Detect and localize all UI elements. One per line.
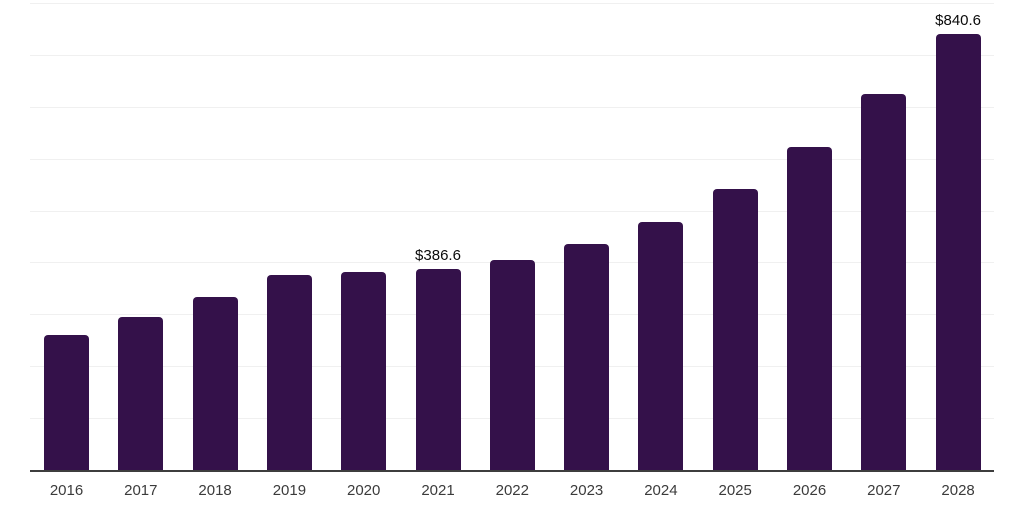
x-tick-label-2023: 2023 <box>569 482 604 499</box>
bar-2017 <box>118 317 164 470</box>
bar-2019 <box>266 274 312 470</box>
x-tick-label-2019: 2019 <box>272 482 307 499</box>
value-label-2028: $840.6 <box>935 11 982 29</box>
bar-2018 <box>192 296 238 470</box>
x-tick-label-2027: 2027 <box>867 482 901 499</box>
gridline <box>30 158 994 160</box>
gridline <box>30 106 994 108</box>
x-tick-label-2022: 2022 <box>495 482 529 499</box>
bar-2026 <box>787 147 832 470</box>
gridline <box>30 3 994 4</box>
bar-2025 <box>712 189 758 470</box>
x-tick-label-2028: 2028 <box>941 482 975 499</box>
value-label-2021: $386.6 <box>415 247 461 265</box>
x-axis-line <box>30 469 994 472</box>
bar-2027 <box>861 93 907 470</box>
bar-2022 <box>489 259 535 470</box>
bar-2028 <box>935 33 981 470</box>
x-tick-label-2018: 2018 <box>198 482 232 499</box>
bar-2016 <box>44 335 89 470</box>
x-tick-label-2016: 2016 <box>49 482 84 499</box>
x-tick-label-2026: 2026 <box>792 482 827 499</box>
x-tick-label-2017: 2017 <box>124 482 158 499</box>
bar-2023 <box>564 243 610 470</box>
x-tick-label-2020: 2020 <box>347 482 381 499</box>
gridline <box>30 210 994 212</box>
gridline <box>30 54 994 56</box>
x-tick-label-2021: 2021 <box>421 482 455 499</box>
bar-2024 <box>638 221 684 470</box>
x-tick-label-2025: 2025 <box>718 482 752 499</box>
x-tick-label-2024: 2024 <box>644 482 678 499</box>
bar-2020 <box>341 272 387 470</box>
bar-2021 <box>415 269 461 470</box>
